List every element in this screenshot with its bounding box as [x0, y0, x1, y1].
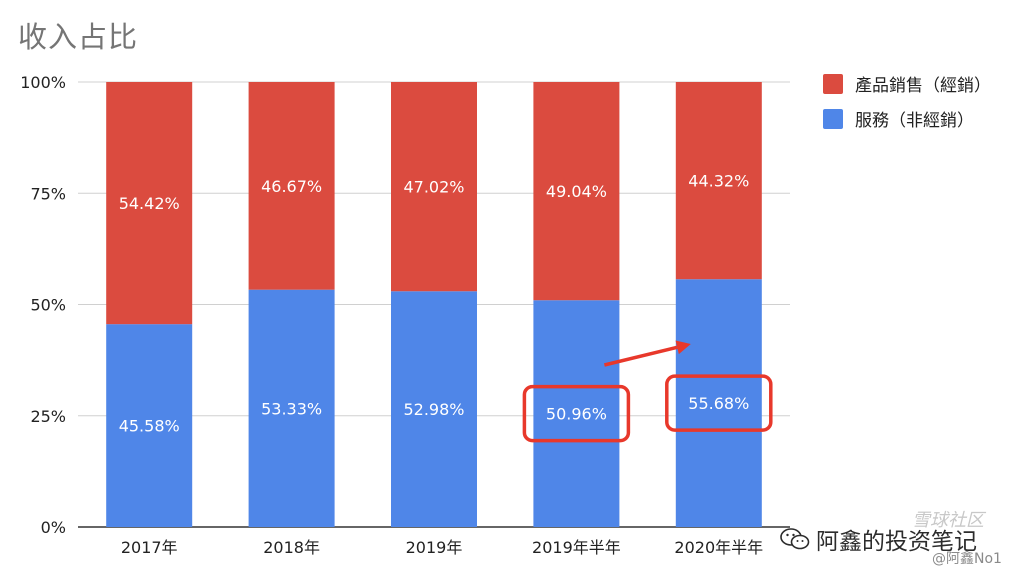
data-label: 46.67% [261, 177, 322, 196]
bar-segment-services [106, 324, 193, 527]
data-label: 54.42% [119, 194, 180, 213]
legend-item-services[interactable]: 服務（非經銷） [823, 106, 1023, 131]
bar-segment-services [533, 300, 620, 527]
watermark-sub: @阿鑫No1 [932, 551, 1002, 567]
y-tick-label: 100% [20, 73, 66, 92]
legend-item-product-sales[interactable]: 產品銷售（經銷） [823, 71, 1023, 96]
bar-segment-services [391, 291, 477, 527]
legend-label-product-sales: 產品銷售（經銷） [855, 76, 991, 96]
bar-segment-product-sales [391, 82, 477, 292]
data-label: 52.98% [403, 400, 464, 419]
legend-swatch-product-sales [823, 73, 843, 94]
watermark-corner: 雪球社区 [912, 510, 984, 531]
data-label: 55.68% [688, 394, 749, 413]
y-tick-label: 25% [30, 407, 66, 426]
chart-title: 收入占比 [18, 20, 139, 54]
legend-label-services: 服務（非經銷） [855, 111, 974, 131]
data-label: 45.58% [119, 417, 180, 436]
legend-swatch-services [823, 108, 843, 129]
wechat-icon [780, 528, 810, 550]
x-tick-label: 2017年 [121, 538, 178, 557]
data-label: 53.33% [261, 399, 322, 418]
bar-segment-product-sales [248, 82, 335, 290]
bar-segment-product-sales [533, 82, 620, 301]
x-tick-label: 2019年 [406, 538, 463, 557]
highlight-box [665, 374, 773, 432]
trend-arrow-head [675, 340, 691, 355]
bar-segment-services [248, 289, 335, 527]
data-label: 44.32% [688, 172, 749, 191]
highlight-box [522, 384, 631, 443]
watermark-main: 阿鑫的投资笔记 [780, 522, 977, 556]
x-tick-label: 2019年半年 [532, 538, 621, 557]
bar-segment-services [675, 279, 762, 527]
x-tick-label: 2018年 [263, 538, 320, 557]
data-label: 50.96% [546, 405, 607, 424]
data-label: 47.02% [403, 178, 464, 197]
x-tick-label: 2020年半年 [674, 538, 763, 557]
y-tick-label: 0% [41, 518, 66, 537]
bar-segment-product-sales [675, 82, 762, 280]
trend-arrow-shaft [603, 345, 678, 367]
y-tick-label: 50% [30, 296, 66, 315]
bar-segment-product-sales [106, 82, 193, 325]
data-label: 49.04% [546, 182, 607, 201]
y-tick-label: 75% [30, 184, 66, 203]
watermark-main-text: 阿鑫的投资笔记 [816, 529, 977, 555]
